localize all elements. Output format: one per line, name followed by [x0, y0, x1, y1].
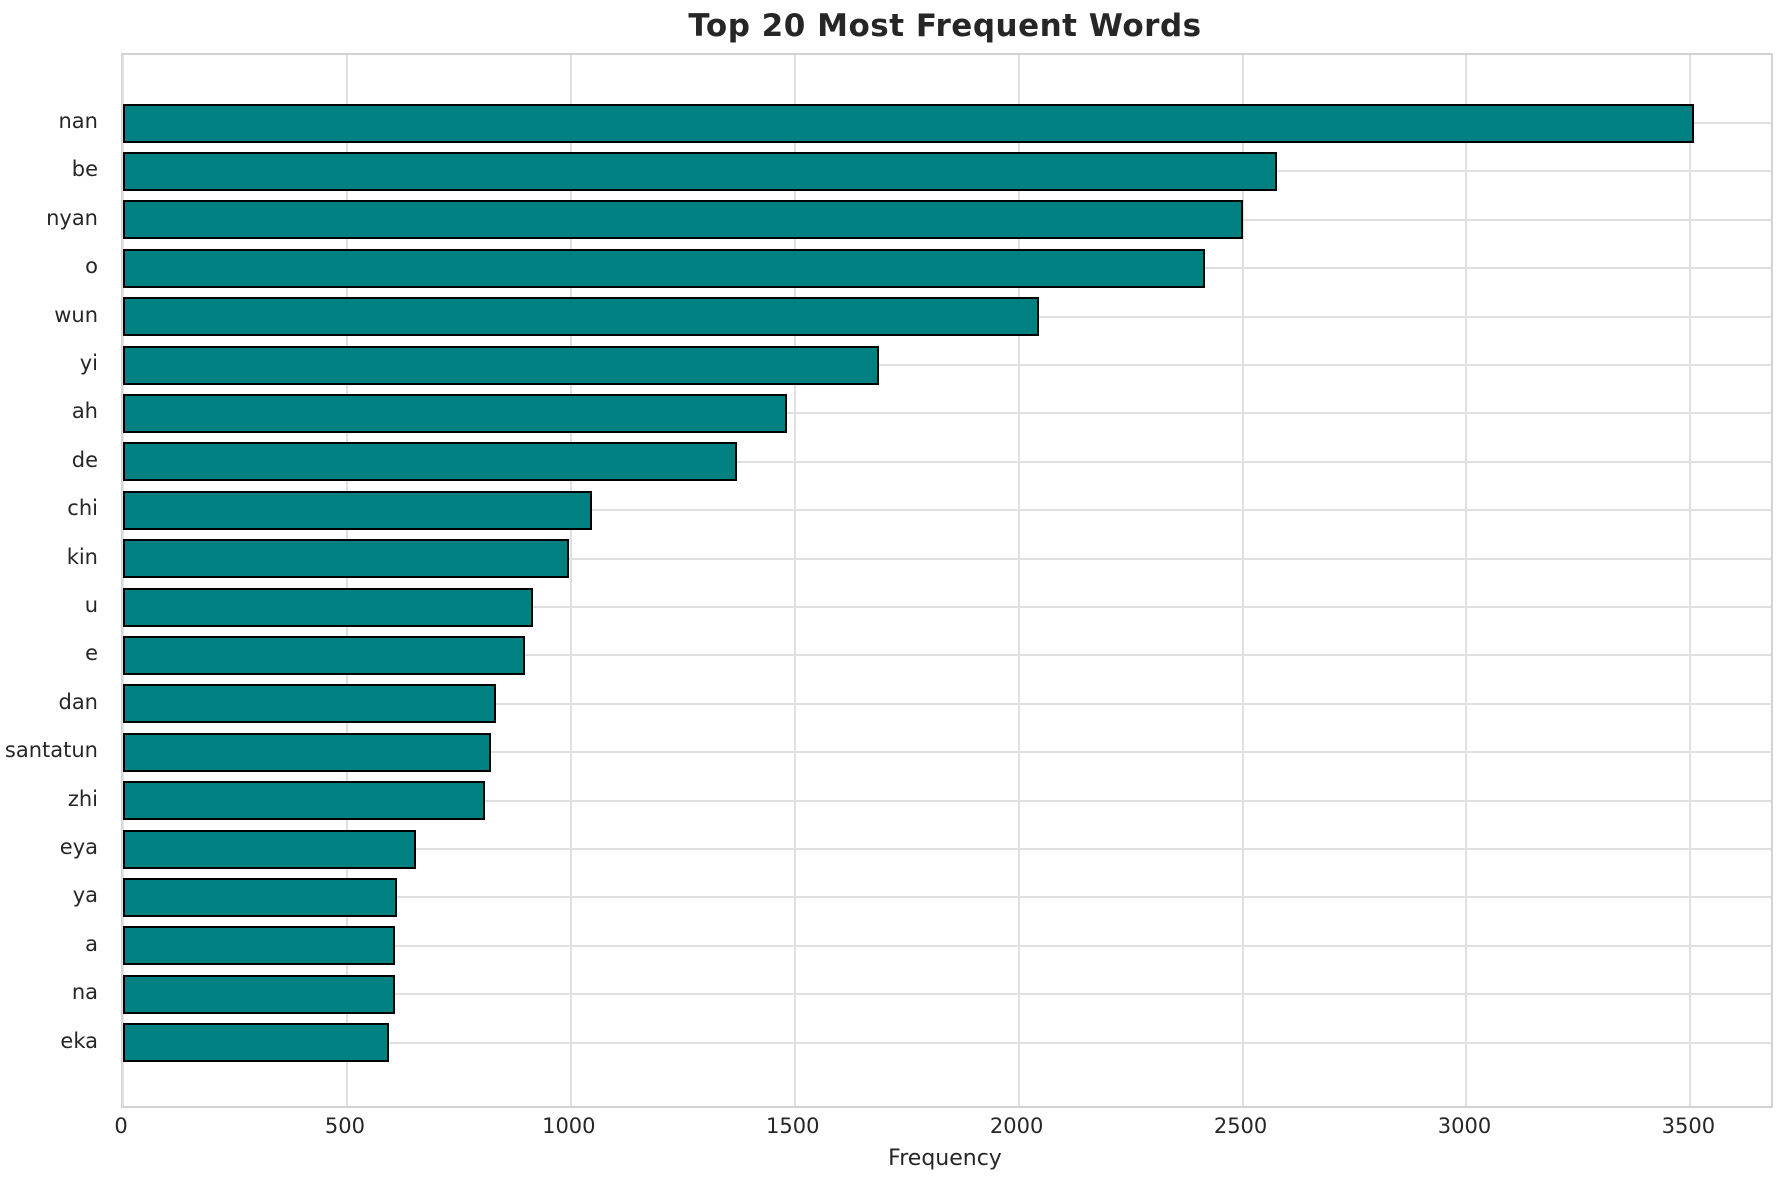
bar-wun — [123, 297, 1039, 337]
y-tick-label: nan — [58, 109, 99, 133]
horizontal-gridline — [123, 944, 1771, 947]
x-tick-label: 0 — [114, 1114, 128, 1138]
y-tick-label: e — [85, 641, 98, 666]
horizontal-gridline — [123, 557, 1771, 560]
bar-u — [123, 587, 533, 627]
x-tick-label: 1500 — [766, 1114, 820, 1138]
x-tick-label: 500 — [324, 1114, 365, 1138]
y-tick-label: nyan — [46, 205, 98, 230]
y-axis-labels: nan be nyan o wun yi ah de chi kin u e dan santatun zh… — [0, 53, 110, 1104]
bar-nan — [123, 103, 1694, 143]
bar-santatun — [123, 732, 492, 772]
horizontal-gridline — [123, 848, 1771, 850]
horizontal-gridline — [123, 702, 1771, 705]
horizontal-gridline — [123, 799, 1771, 802]
y-tick-label: chi — [67, 496, 98, 521]
y-tick-label: ah — [71, 399, 98, 424]
horizontal-gridline — [123, 993, 1771, 996]
y-tick-label: ya — [72, 883, 98, 908]
y-tick-label: kin — [66, 544, 98, 569]
horizontal-gridline — [123, 1041, 1771, 1044]
y-tick-label: zhi — [67, 786, 98, 811]
bar-dan — [123, 684, 497, 724]
vertical-gridline — [1689, 55, 1692, 1106]
y-tick-label: o — [85, 254, 98, 279]
bar-ya — [123, 877, 398, 917]
horizontal-gridline — [123, 364, 1771, 366]
bar-chi — [123, 490, 592, 530]
horizontal-gridline — [123, 896, 1771, 899]
bar-be — [123, 151, 1278, 191]
vertical-gridline — [1241, 55, 1244, 1106]
y-tick-label: eya — [59, 835, 98, 859]
horizontal-gridline — [123, 751, 1771, 754]
horizontal-gridline — [123, 412, 1771, 415]
bar-a — [123, 926, 396, 966]
x-tick-label: 2000 — [989, 1114, 1044, 1138]
vertical-gridline — [122, 55, 124, 1106]
bar-yi — [123, 345, 879, 385]
bar-eya — [123, 829, 417, 869]
bar-na — [123, 974, 396, 1014]
y-tick-label: na — [71, 980, 98, 1005]
y-tick-label: be — [71, 157, 98, 182]
y-tick-label: santatun — [4, 738, 98, 763]
y-tick-label: u — [84, 593, 98, 617]
bar-de — [123, 442, 737, 482]
vertical-gridline — [793, 55, 796, 1106]
y-tick-label: de — [71, 447, 98, 472]
y-tick-label: a — [85, 931, 98, 956]
horizontal-gridline — [123, 606, 1771, 608]
vertical-gridline — [569, 55, 572, 1106]
horizontal-gridline — [123, 460, 1771, 463]
x-tick-label: 1000 — [542, 1114, 596, 1138]
bar-eka — [123, 1023, 389, 1063]
horizontal-gridline — [123, 654, 1771, 657]
vertical-gridline — [1017, 55, 1020, 1106]
y-tick-label: yi — [79, 351, 98, 375]
x-tick-label: 3000 — [1437, 1114, 1492, 1138]
vertical-gridline — [1465, 55, 1468, 1106]
bar-o — [123, 248, 1206, 288]
y-tick-label: dan — [58, 689, 98, 714]
bar-e — [123, 635, 526, 675]
bar-ah — [123, 393, 788, 433]
bar-zhi — [123, 781, 486, 821]
y-tick-label: wun — [54, 302, 98, 327]
plot-area — [121, 53, 1773, 1108]
x-tick-label: 2500 — [1213, 1114, 1268, 1138]
y-tick-label: eka — [60, 1028, 98, 1053]
x-axis-title: Frequency — [888, 1146, 1002, 1171]
x-tick-label: 3500 — [1661, 1114, 1716, 1138]
bar-nyan — [123, 200, 1243, 240]
chart-title: Top 20 Most Frequent Words — [688, 8, 1202, 44]
horizontal-gridline — [123, 509, 1771, 512]
x-axis-ticks: 0 500 1000 1500 2000 2500 3000 3500 — [114, 1114, 1769, 1144]
bar-kin — [123, 539, 570, 579]
vertical-gridline — [345, 55, 348, 1106]
